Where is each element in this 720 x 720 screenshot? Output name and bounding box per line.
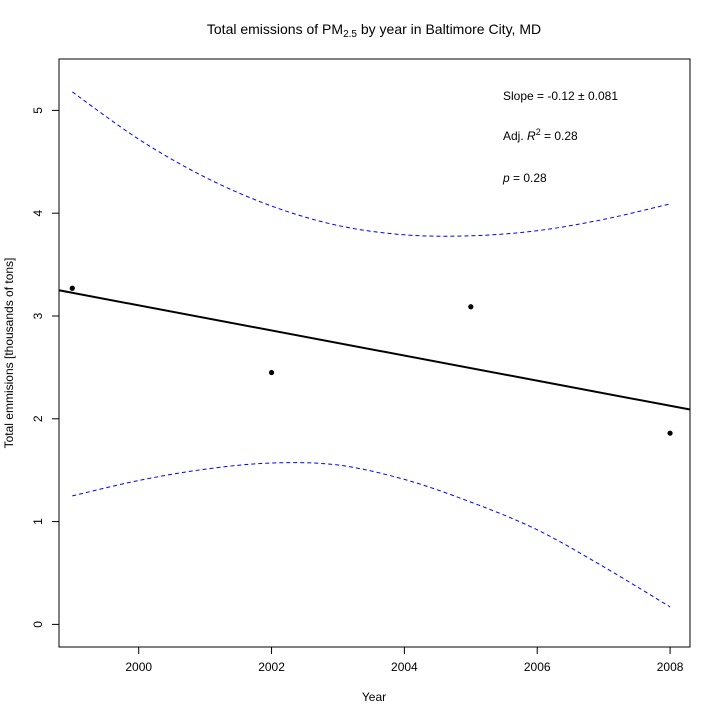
data-point xyxy=(268,369,275,376)
y-axis: 0 1 2 3 4 5 xyxy=(31,107,59,628)
regression-line xyxy=(58,289,691,411)
y-tick-label: 5 xyxy=(31,107,45,114)
p-annotation: p = 0.28 xyxy=(502,171,547,185)
data-points xyxy=(69,285,673,436)
confidence-band xyxy=(72,91,671,608)
plot-area xyxy=(58,58,691,648)
confidence-band-upper xyxy=(72,91,671,237)
y-tick-label: 0 xyxy=(31,621,45,628)
confidence-band-lower xyxy=(72,462,671,608)
data-point xyxy=(69,285,75,291)
r2-annotation: Adj. R2 = 0.28 xyxy=(503,127,578,143)
x-tick-label: 2002 xyxy=(258,660,285,674)
y-tick-label: 4 xyxy=(31,210,45,217)
data-point xyxy=(667,430,673,436)
y-tick-label: 2 xyxy=(31,415,45,422)
slope-annotation: Slope = -0.12 ± 0.081 xyxy=(503,89,618,103)
y-tick-label: 3 xyxy=(31,312,45,319)
x-tick-label: 2008 xyxy=(657,660,684,674)
y-axis-label: Total emmisions [thousands of tons] xyxy=(2,258,16,449)
x-tick-label: 2006 xyxy=(524,660,551,674)
x-axis-label: Year xyxy=(362,690,386,704)
x-axis: 2000 2002 2004 2006 2008 xyxy=(125,647,684,674)
data-point xyxy=(468,304,474,310)
x-tick-label: 2000 xyxy=(125,660,152,674)
y-tick-label: 1 xyxy=(31,518,45,525)
x-tick-label: 2004 xyxy=(391,660,418,674)
chart-title: Total emissions of PM2.5 by year in Balt… xyxy=(207,21,541,40)
